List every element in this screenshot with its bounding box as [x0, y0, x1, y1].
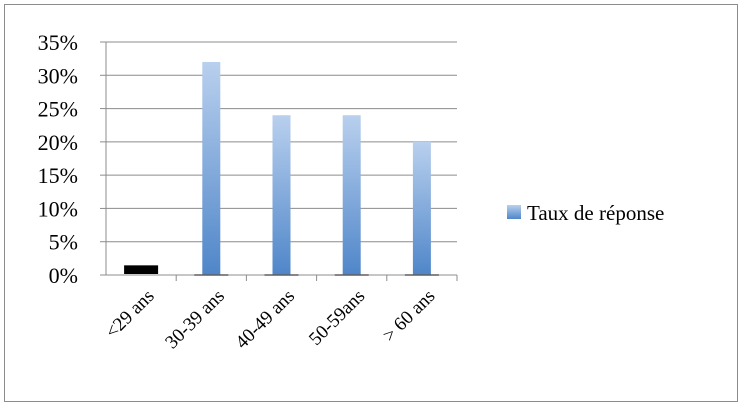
bar: [272, 115, 291, 275]
legend-label: Taux de réponse: [527, 201, 664, 225]
bars: [124, 61, 439, 276]
y-tick-label: 35%: [38, 30, 78, 55]
y-tick-label: 20%: [38, 130, 78, 155]
x-tick-label: > 60 ans: [379, 286, 439, 346]
y-tick-label: 10%: [38, 196, 78, 221]
axes: [105, 42, 458, 281]
y-tick-label: 5%: [49, 230, 78, 255]
y-tick-label: 0%: [49, 263, 78, 288]
bar: [342, 115, 361, 275]
y-axis-labels: 0% 5% 10% 15% 20% 25% 30% 35%: [38, 30, 78, 288]
bar: [202, 61, 221, 275]
bar: [124, 265, 159, 274]
legend: Taux de réponse: [507, 201, 664, 225]
y-tick-label: 15%: [38, 163, 78, 188]
y-tick-label: 25%: [38, 97, 78, 122]
legend-swatch: [507, 205, 521, 219]
x-axis-labels: <29 ans 30-39 ans 40-49 ans 50-59ans > 60 an…: [102, 286, 440, 353]
bar: [412, 141, 431, 275]
x-tick-label: <29 ans: [102, 286, 159, 343]
y-tick-label: 30%: [38, 63, 78, 88]
x-tick-label: 50-59ans: [305, 286, 369, 350]
chart-frame: [4, 4, 738, 402]
x-tick-label: 30-39 ans: [161, 286, 228, 353]
x-tick-label: 40-49 ans: [232, 286, 299, 353]
